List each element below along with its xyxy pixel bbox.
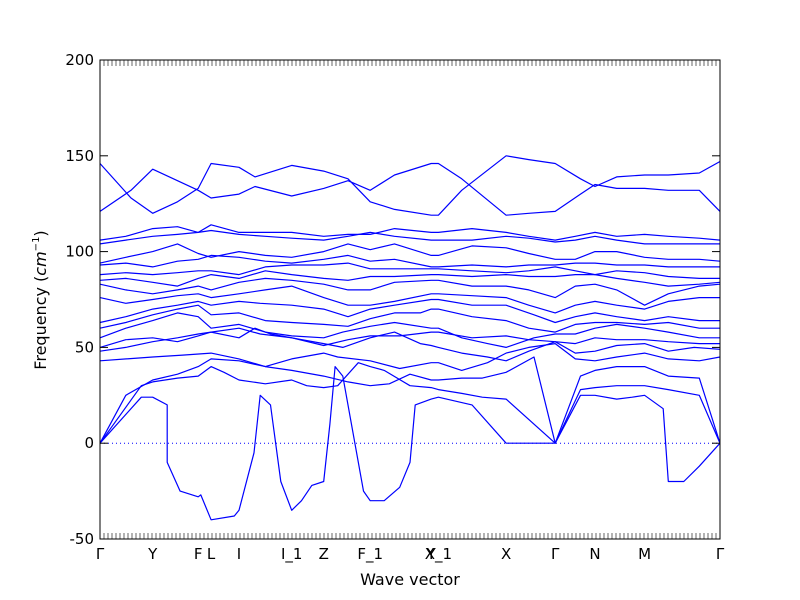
plot-frame — [99, 59, 721, 540]
y-tick-label: 100 — [65, 243, 94, 261]
band-line — [99, 262, 720, 279]
x-tick-label: Γ — [716, 545, 725, 563]
y-axis-title-exponent: −1 — [31, 237, 42, 252]
y-axis-title-close: ) — [31, 230, 50, 236]
x-tick-label: Y — [426, 545, 437, 563]
x-ticks: Γ Y F L I I_1 Z F_1 YX_1 X Γ N M Γ — [96, 545, 725, 564]
band-line — [99, 304, 720, 333]
minor-ticks — [99, 60, 721, 539]
x-tick-label: X — [501, 545, 511, 563]
band-line — [99, 298, 720, 324]
band-line — [99, 366, 721, 521]
band-line — [99, 270, 721, 287]
band-line — [99, 343, 721, 371]
x-tick-label: M — [638, 545, 651, 563]
x-tick-label: N — [589, 545, 600, 563]
x-tick-label: Γ — [96, 545, 105, 563]
series-group — [99, 155, 721, 521]
band-line — [99, 362, 721, 444]
band-line — [99, 327, 721, 362]
y-ticks: -50 0 50 100 150 200 — [65, 51, 720, 548]
x-tick-label: L — [207, 545, 216, 563]
band-line — [99, 243, 721, 264]
x-tick-label: F_1 — [357, 545, 383, 564]
y-axis-title-text: Frequency ( — [31, 276, 50, 370]
x-tick-label: I_1 — [281, 545, 302, 564]
y-tick-label: 0 — [84, 434, 94, 452]
y-tick-label: -50 — [70, 530, 95, 548]
x-tick-label: F — [194, 545, 203, 563]
x-tick-label: I — [237, 545, 241, 563]
x-tick-label: Γ — [551, 545, 560, 563]
x-axis-title: Wave vector — [360, 570, 460, 589]
band-line — [99, 224, 721, 241]
band-line — [99, 162, 721, 216]
y-tick-label: 50 — [75, 338, 94, 356]
x-tick-label: Y — [147, 545, 158, 563]
x-tick-label: Z — [319, 545, 329, 563]
y-tick-label: 150 — [65, 147, 94, 165]
band-line — [99, 312, 720, 348]
band-line — [99, 285, 720, 314]
y-axis-title: Frequency (cm−1) — [31, 230, 50, 369]
x-tick-label: X_1 — [425, 545, 452, 564]
y-tick-label: 200 — [65, 51, 94, 69]
band-line — [99, 327, 720, 348]
band-line — [99, 155, 721, 216]
y-axis-title-unit: cm — [31, 251, 50, 275]
band-line — [99, 254, 720, 268]
band-line — [99, 229, 720, 245]
band-line — [99, 277, 721, 306]
band-line — [99, 356, 721, 444]
